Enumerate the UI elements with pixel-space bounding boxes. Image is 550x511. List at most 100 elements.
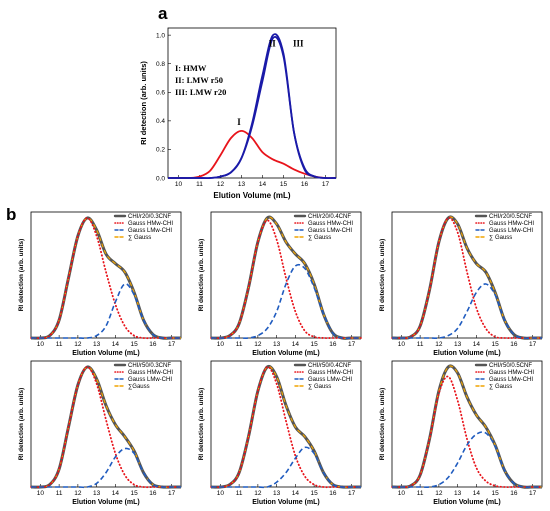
x-tick-label: 11 [236, 490, 243, 497]
chart-b4: 10 11 12 13 14 15 16 17 Elution Volume (mL) RI de… [18, 360, 182, 506]
gauss-hmw-curve [391, 375, 543, 488]
legend-entry: Gauss LMw-CHI [128, 377, 172, 383]
x-tick-label: 15 [131, 341, 139, 348]
legend-entry: I: HMW [175, 63, 207, 73]
legend-entry: Gauss HMw-CHI [308, 370, 353, 376]
x-tick-label: 14 [112, 490, 120, 497]
legend-entry: Gauss LMw-CHI [308, 228, 352, 234]
panel-letter-a: a [158, 4, 168, 23]
curve-label-III: III [293, 39, 304, 49]
legend-entry: CHI/r50/0.5CNF [489, 363, 532, 369]
x-tick-label: 13 [454, 490, 462, 497]
series-line-II [168, 36, 337, 180]
chart-a: 10 11 12 13 14 15 16 17 0.0 0.2 0.4 0.6 0.8 1.0 Elutio… [139, 27, 337, 200]
x-tick-label: 12 [74, 341, 82, 348]
measured-curve [391, 364, 543, 489]
y-tick-label: 0.0 [156, 175, 165, 182]
gauss-lmw-curve [30, 447, 182, 489]
gauss-lmw-curve [210, 263, 361, 340]
x-tick-label: 15 [311, 341, 319, 348]
legend-entry: Gauss HMw-CHI [489, 370, 534, 376]
legend-entry: ∑ Gauss [489, 384, 512, 390]
x-tick-label: 17 [168, 341, 176, 348]
x-tick-label: 13 [273, 490, 281, 497]
x-tick-label: 14 [473, 490, 481, 497]
legend-entry: ∑Gauss [128, 384, 150, 390]
x-tick-label: 13 [93, 341, 101, 348]
series-line-III [168, 33, 337, 180]
legend-entry: CHI/r20/0.4CNF [308, 214, 351, 220]
plot-frame [391, 360, 543, 488]
legend-entry: Gauss LMw-CHI [128, 228, 172, 234]
x-tick-label: 17 [529, 490, 537, 497]
x-tick-label: 12 [217, 181, 225, 188]
sum-gauss-curve [30, 217, 181, 339]
x-tick-label: 15 [280, 181, 288, 188]
x-axis-label: Elution Volume (mL) [433, 350, 501, 357]
x-tick-label: 15 [311, 490, 319, 497]
legend-entry: Gauss HMw-CHI [308, 221, 353, 227]
chart-b3: 10 11 12 13 14 15 16 17 Elution Volume (mL) RI de… [379, 211, 543, 357]
panel-letter-b: b [6, 205, 16, 224]
x-tick-label: 12 [435, 341, 443, 348]
sum-gauss-curve [210, 365, 362, 488]
legend-entry: CHI/r50/0.3CNF [128, 363, 171, 369]
x-tick-label: 17 [168, 490, 176, 497]
x-axis-label: Elution Volume (mL) [252, 350, 320, 357]
legend-entry: II: LMW r50 [175, 75, 223, 85]
x-tick-label: 14 [112, 341, 120, 348]
x-tick-label: 17 [322, 181, 330, 188]
legend-entry: CHI/r50/0.4CNF [308, 363, 351, 369]
legend-entry: ∑ Gauss [308, 235, 331, 241]
x-tick-label: 10 [37, 341, 45, 348]
legend-entry: ∑ Gauss [128, 235, 151, 241]
x-tick-label: 10 [37, 490, 45, 497]
x-tick-label: 12 [74, 490, 82, 497]
y-tick-label: 0.8 [156, 61, 165, 68]
x-tick-label: 17 [529, 341, 537, 348]
sum-gauss-curve [30, 366, 182, 488]
legend-entry: CHI/r20/0.5CNF [489, 214, 532, 220]
legend-entry: III: LMW r20 [175, 87, 226, 97]
x-tick-label: 16 [329, 341, 337, 348]
x-tick-label: 13 [454, 341, 462, 348]
legend-entry: Gauss LMw-CHI [308, 377, 352, 383]
gauss-hmw-curve [30, 217, 182, 340]
y-axis-label: RI detection (arb. units) [379, 388, 386, 461]
x-tick-label: 11 [56, 490, 63, 497]
x-tick-label: 12 [254, 490, 262, 497]
legend-entry: Gauss HMw-CHI [489, 221, 534, 227]
x-axis-label: Elution Volume (mL) [72, 499, 140, 506]
x-axis-label: Elution Volume (mL) [213, 191, 291, 200]
legend-entry: Gauss HMw-CHI [128, 370, 173, 376]
measured-curve [210, 364, 362, 489]
y-axis-label: RI detection (arb. units) [18, 388, 25, 461]
x-tick-label: 13 [93, 490, 101, 497]
x-tick-label: 17 [348, 490, 356, 497]
y-axis-label: RI detection (arb. units) [139, 61, 148, 145]
y-axis-label: RI detection (arb. units) [198, 388, 205, 461]
x-tick-label: 16 [510, 490, 518, 497]
x-tick-label: 16 [510, 341, 518, 348]
x-tick-label: 16 [329, 490, 337, 497]
series-line-I [168, 129, 337, 180]
x-tick-label: 14 [292, 341, 300, 348]
x-axis-label: Elution Volume (mL) [252, 499, 320, 506]
x-axis-label: Elution Volume (mL) [72, 350, 140, 357]
x-tick-label: 15 [492, 341, 500, 348]
x-tick-label: 11 [417, 341, 424, 348]
plot-frame [30, 360, 182, 488]
y-tick-label: 0.4 [156, 118, 165, 125]
plot-frame [210, 360, 362, 488]
y-axis-label: RI detection (arb. units) [18, 239, 25, 312]
curve-label-I: I [237, 117, 241, 127]
x-tick-label: 15 [492, 490, 500, 497]
x-tick-label: 13 [238, 181, 246, 188]
y-tick-label: 0.6 [156, 90, 165, 97]
gauss-hmw-curve [210, 219, 362, 340]
legend-entry: ∑ Gauss [308, 384, 331, 390]
plot-frame [167, 27, 337, 179]
sum-gauss-curve [391, 216, 542, 339]
chart-b1: 10 11 12 13 14 15 16 17 Elution Volume (mL) RI de… [18, 211, 182, 357]
y-axis-label: RI detection (arb. units) [379, 239, 386, 312]
